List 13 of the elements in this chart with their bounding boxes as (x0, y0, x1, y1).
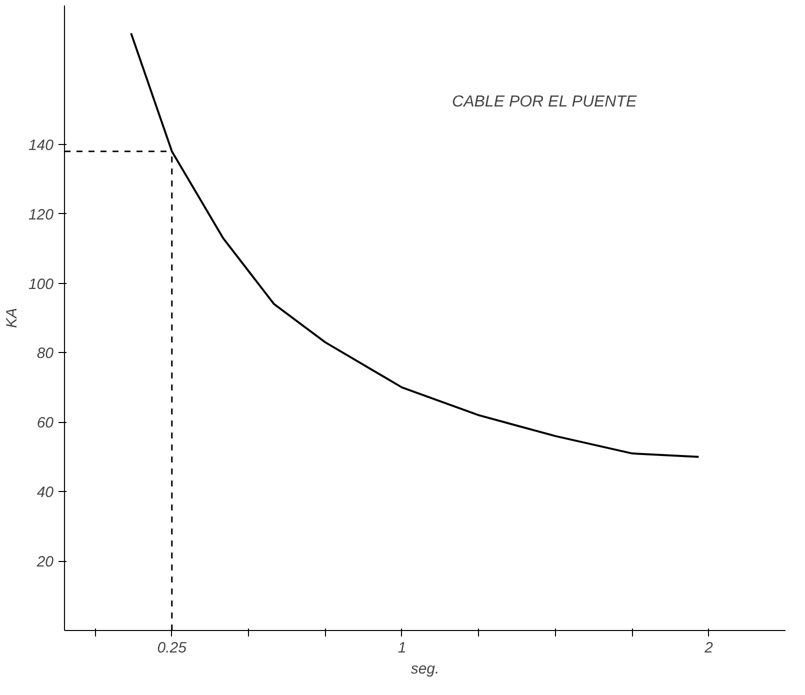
annotation: CABLE POR EL PUENTE (452, 94, 638, 110)
x-axis-title: seg. (410, 660, 440, 678)
y-tick-label: 80 (36, 345, 54, 362)
x-tick-label: 2 (704, 640, 714, 656)
y-tick-label: 60 (36, 414, 54, 432)
y-tick-label: 100 (28, 276, 54, 293)
y-tick-label: 120 (28, 206, 54, 224)
y-tick-label: 140 (28, 136, 54, 154)
x-tick-label: 1 (398, 640, 406, 656)
x-tick-label: 0.25 (157, 640, 188, 656)
y-tick-label: 40 (36, 484, 54, 502)
y-axis-title: KA (3, 308, 20, 328)
y-tick-label: 20 (36, 554, 54, 571)
